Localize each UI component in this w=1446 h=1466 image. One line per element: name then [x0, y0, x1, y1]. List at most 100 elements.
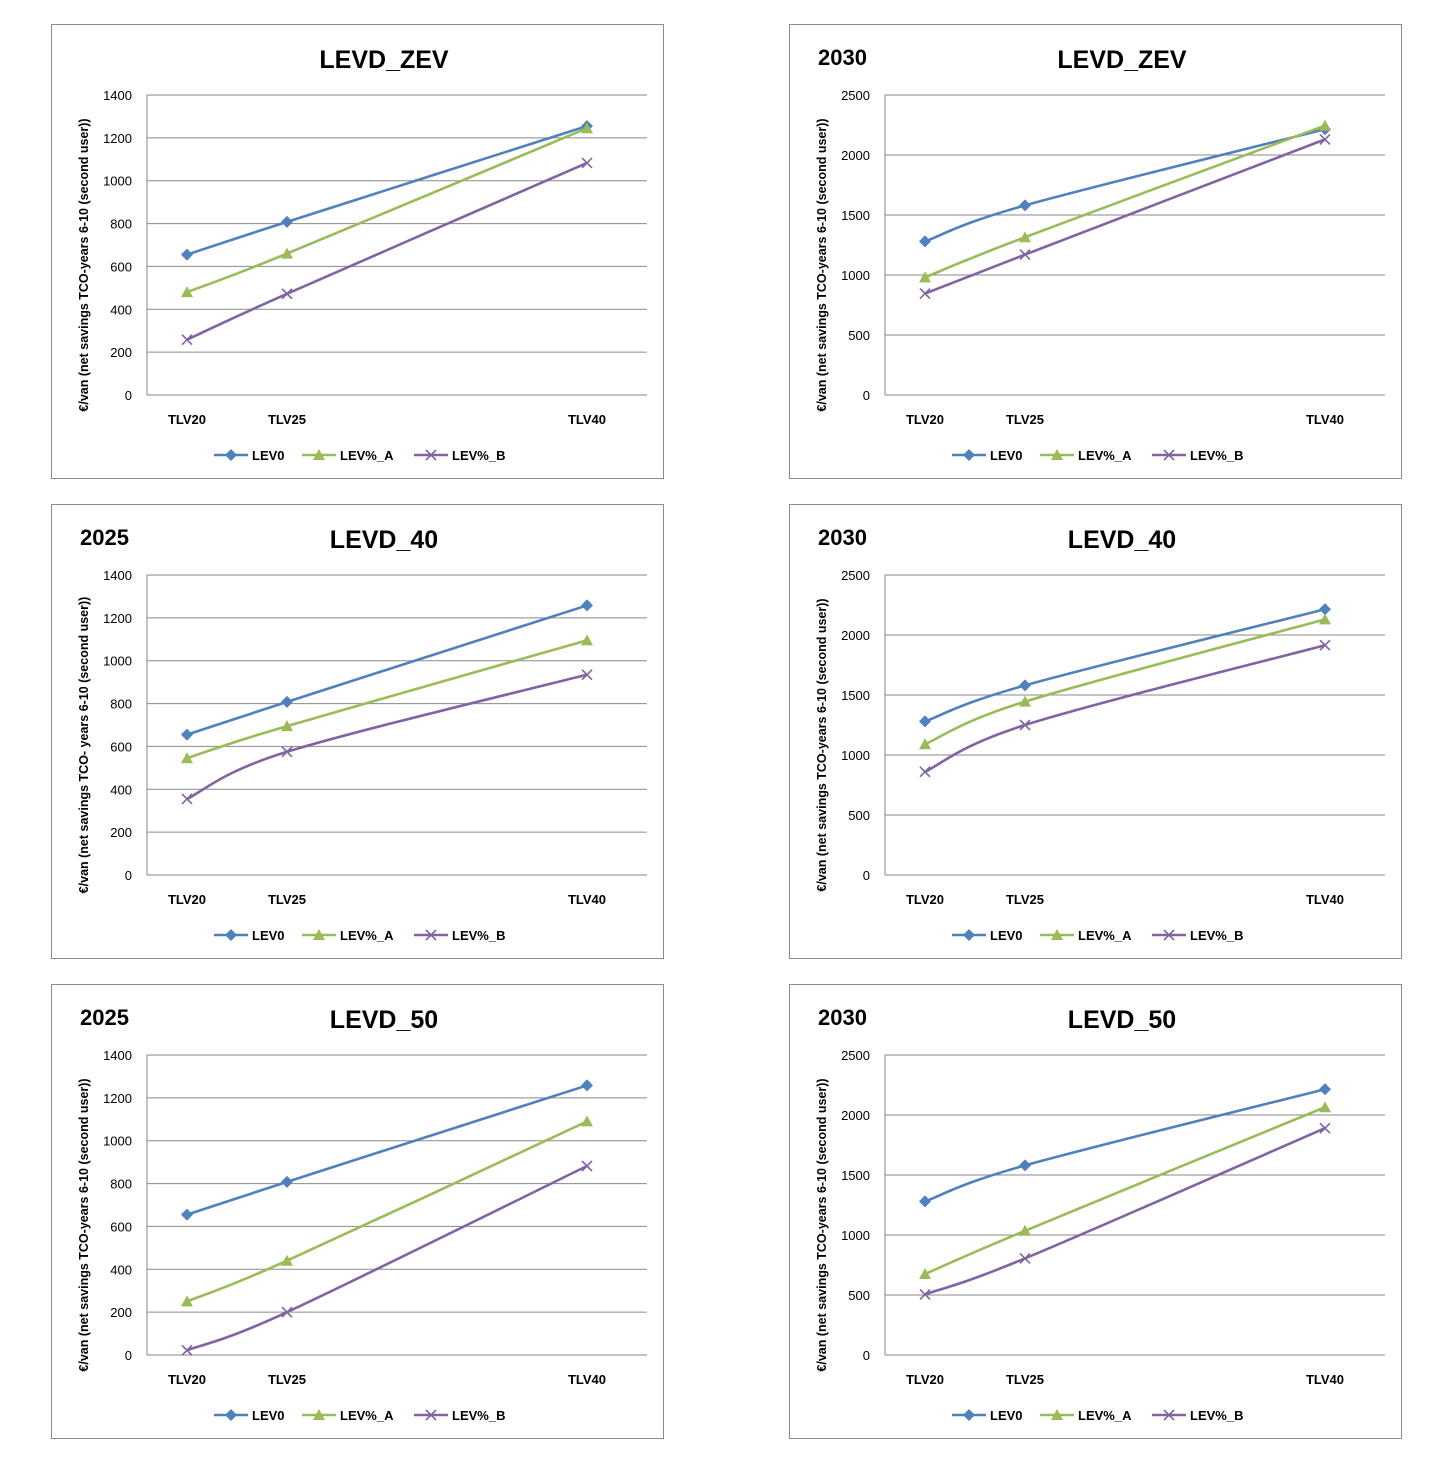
chart-2-series-0-point-1	[1019, 199, 1031, 212]
chart-5-ytick-2: 400	[110, 1262, 132, 1277]
chart-2-legend-1-label: LEV%_A	[1078, 448, 1132, 463]
chart-3-ytick-3: 600	[110, 739, 132, 754]
chart-5-series-1-point-2	[581, 1115, 593, 1127]
chart-6-xtick-2: TLV40	[1306, 1372, 1344, 1387]
chart-2-xtick-1: TLV25	[1006, 412, 1044, 427]
chart-1-ytick-2: 400	[110, 302, 132, 317]
chart-4-series-2-point-1-stroke-b	[1019, 719, 1031, 731]
chart-3-legend-1-label: LEV%_A	[340, 928, 394, 943]
chart-4-ytick-1: 500	[848, 808, 870, 823]
chart-3-series-2-point-2-stroke-b	[581, 669, 593, 681]
chart-4-ytick-3: 1500	[841, 688, 870, 703]
chart-3-title: LEVD_40	[330, 526, 438, 554]
chart-6-series-2-point-2	[1319, 1122, 1331, 1134]
chart-6-ytick-1: 500	[848, 1288, 870, 1303]
chart-2-series-1-point-1	[1019, 231, 1031, 243]
chart-6-series-0-line	[924, 1087, 1326, 1203]
chart-4-legend-1-label: LEV%_A	[1078, 928, 1132, 943]
chart-1-ytick-6: 1200	[103, 131, 132, 146]
chart-4-legend-0-marker	[963, 929, 975, 941]
chart-6-series-2-line	[924, 1127, 1326, 1296]
chart-3-ytick-5: 1000	[103, 654, 132, 669]
chart-6-series-1-point-2	[1319, 1101, 1331, 1113]
chart-4-legend-2-label: LEV%_B	[1190, 928, 1243, 943]
chart-4-legend-1-marker	[1051, 929, 1063, 940]
chart-2-ytick-1: 500	[848, 328, 870, 343]
chart-3-ytick-0: 0	[125, 868, 132, 883]
chart-3-legend-2-marker-stroke-b	[425, 929, 437, 941]
chart-1-series-0-point-0	[181, 248, 193, 261]
chart-4-ytick-4: 2000	[841, 628, 870, 643]
chart-5-series-1-point-1	[281, 1254, 293, 1266]
chart-1-xtick-2: TLV40	[568, 412, 606, 427]
chart-6-series-1-line	[924, 1105, 1326, 1276]
chart-4-xtick-1: TLV25	[1006, 892, 1044, 907]
chart-4-series-0-point-2	[1319, 603, 1331, 616]
chart-6-legend-1-marker	[1051, 1409, 1063, 1420]
chart-5-series-0-line	[186, 1084, 588, 1216]
chart-3-series-2-line	[186, 673, 588, 801]
chart-1-y-axis-label: €/van (net savings TCO-years 6-10 (secon…	[77, 118, 91, 411]
chart-3-legend-2-label: LEV%_B	[452, 928, 505, 943]
chart-6-series-2-point-0-stroke-b	[919, 1288, 931, 1300]
chart-4-ytick-0: 0	[863, 868, 870, 883]
chart-5-ytick-3: 600	[110, 1219, 132, 1234]
chart-3-legend-0-marker	[225, 929, 237, 941]
chart-2-series-2-point-1-stroke-b	[1019, 249, 1031, 261]
chart-1-series-2-point-2	[581, 157, 593, 169]
chart-2-year-label: 2030	[818, 45, 867, 70]
chart-3-series-2-point-1-stroke-b	[281, 746, 293, 758]
chart-5-series-2-point-2	[581, 1160, 593, 1172]
chart-1-series-1-point-1	[281, 247, 293, 259]
chart-3-y-axis-label: €/van (net savings TCO- years 6-10 (seco…	[77, 597, 91, 894]
chart-6-ytick-0: 0	[863, 1348, 870, 1363]
chart-4-title: LEVD_40	[1068, 526, 1176, 554]
chart-1-xtick-0: TLV20	[168, 412, 206, 427]
chart-5-series-2-point-2-stroke-b	[581, 1160, 593, 1172]
chart-3-series-1-line	[186, 639, 588, 760]
chart-5-xtick-2: TLV40	[568, 1372, 606, 1387]
chart-2-series-2-point-2-stroke-b	[1319, 133, 1331, 145]
chart-3-series-1-point-2	[581, 634, 593, 646]
chart-6-legend-2-label: LEV%_B	[1190, 1408, 1243, 1423]
chart-5-series-2-point-1	[281, 1306, 293, 1318]
chart-2-legend-0-marker	[963, 449, 975, 461]
chart-2-series-2-point-2	[1319, 133, 1331, 145]
chart-4-series-2-point-2-stroke-b	[1319, 639, 1331, 651]
chart-1-ytick-7: 1400	[103, 88, 132, 103]
chart-svg-4: LEVD_40 2030 0 500 1000 1500 2000 2500 TLV20 TLV2…	[815, 525, 1385, 943]
chart-panel-1: LEVD_ZEV 0 200 400 600 800 1000 1200 1400 TLV20 TL…	[51, 24, 664, 479]
chart-3-series-0-point-1	[281, 695, 293, 708]
chart-2-ytick-2: 1000	[841, 268, 870, 283]
chart-5-legend-0-marker	[225, 1409, 237, 1421]
chart-6-y-axis-label: €/van (net savings TCO-years 6-10 (secon…	[815, 1078, 829, 1371]
chart-6-legend-2-marker-stroke-b	[1163, 1409, 1175, 1421]
chart-5-legend-1-label: LEV%_A	[340, 1408, 394, 1423]
chart-svg-3: LEVD_40 2025 0 200 400 600 800 1000 1200 1400 TLV2…	[77, 525, 647, 943]
chart-1-ytick-3: 600	[110, 259, 132, 274]
chart-2-ytick-5: 2500	[841, 88, 870, 103]
chart-6-series-0-point-0	[919, 1195, 931, 1208]
chart-1-xtick-1: TLV25	[268, 412, 306, 427]
chart-5-ytick-4: 800	[110, 1177, 132, 1192]
chart-4-ytick-5: 2500	[841, 568, 870, 583]
chart-5-series-2-point-0	[181, 1344, 193, 1356]
chart-4-series-0-point-1	[1019, 679, 1031, 692]
chart-svg-5: LEVD_50 2025 0 200 400 600 800 1000 1200 1400 TLV2…	[77, 1005, 647, 1423]
chart-4-legend-2-marker-stroke-b	[1163, 929, 1175, 941]
chart-1-legend-0-label: LEV0	[252, 448, 285, 463]
chart-5-ytick-0: 0	[125, 1348, 132, 1363]
chart-3-series-2-point-0	[181, 793, 193, 805]
chart-5-series-0-point-0	[181, 1208, 193, 1221]
chart-5-series-0-point-1	[281, 1175, 293, 1188]
chart-6-year-label: 2030	[818, 1005, 867, 1030]
chart-5-xtick-0: TLV20	[168, 1372, 206, 1387]
chart-1-series-2-point-1-stroke-b	[281, 288, 293, 300]
chart-1-series-2-line	[186, 161, 588, 341]
chart-2-xtick-2: TLV40	[1306, 412, 1344, 427]
chart-2-ytick-3: 1500	[841, 208, 870, 223]
chart-5-series-2-point-1-stroke-b	[281, 1306, 293, 1318]
chart-1-legend-2-marker	[425, 449, 437, 461]
chart-4-series-2-point-1	[1019, 719, 1031, 731]
chart-3-ytick-6: 1200	[103, 611, 132, 626]
